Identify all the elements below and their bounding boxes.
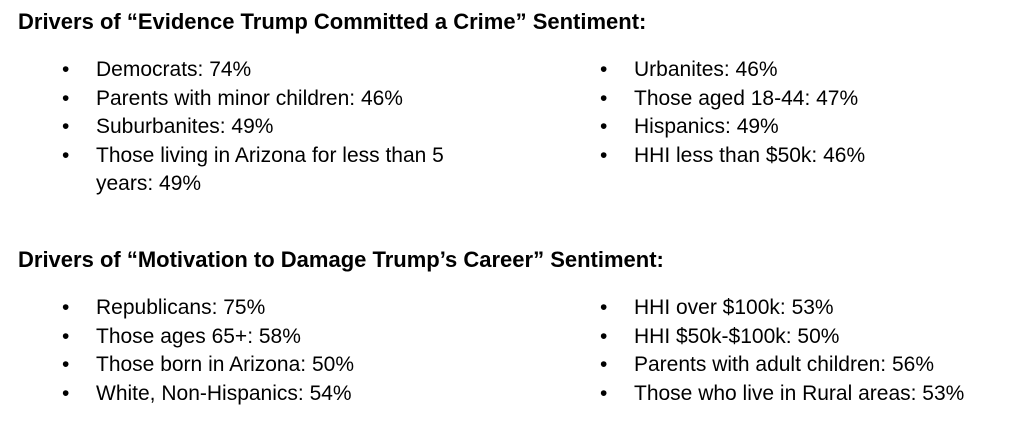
bullet-list: HHI over $100k: 53%HHI $50k-$100k: 50%Pa… bbox=[600, 294, 1020, 408]
bullet-item: Those ages 65+: 58% bbox=[62, 323, 467, 352]
bullet-item: Hispanics: 49% bbox=[600, 113, 1020, 142]
bullet-list: Urbanites: 46%Those aged 18-44: 47%Hispa… bbox=[600, 56, 1020, 170]
bullet-item: Democrats: 74% bbox=[62, 56, 467, 85]
bullet-item: HHI $50k-$100k: 50% bbox=[600, 323, 1020, 352]
bullet-list: Democrats: 74%Parents with minor childre… bbox=[62, 56, 467, 199]
bullet-item: Parents with adult children: 56% bbox=[600, 351, 1020, 380]
bullet-item: Republicans: 75% bbox=[62, 294, 467, 323]
bullet-list: Republicans: 75%Those ages 65+: 58%Those… bbox=[62, 294, 467, 408]
section-title: Drivers of “Motivation to Damage Trump’s… bbox=[18, 247, 664, 272]
bullet-item: Parents with minor children: 46% bbox=[62, 85, 467, 114]
bullet-item: HHI over $100k: 53% bbox=[600, 294, 1020, 323]
bullet-item: Those who live in Rural areas: 53% bbox=[600, 380, 1020, 409]
section-title: Drivers of “Evidence Trump Committed a C… bbox=[18, 9, 647, 34]
bullet-item: Suburbanites: 49% bbox=[62, 113, 467, 142]
bullet-item: HHI less than $50k: 46% bbox=[600, 142, 1020, 171]
bullet-item: Urbanites: 46% bbox=[600, 56, 1020, 85]
bullet-item: White, Non-Hispanics: 54% bbox=[62, 380, 467, 409]
bullet-item: Those born in Arizona: 50% bbox=[62, 351, 467, 380]
bullet-item: Those aged 18-44: 47% bbox=[600, 85, 1020, 114]
bullet-item: Those living in Arizona for less than 5 … bbox=[62, 142, 467, 199]
